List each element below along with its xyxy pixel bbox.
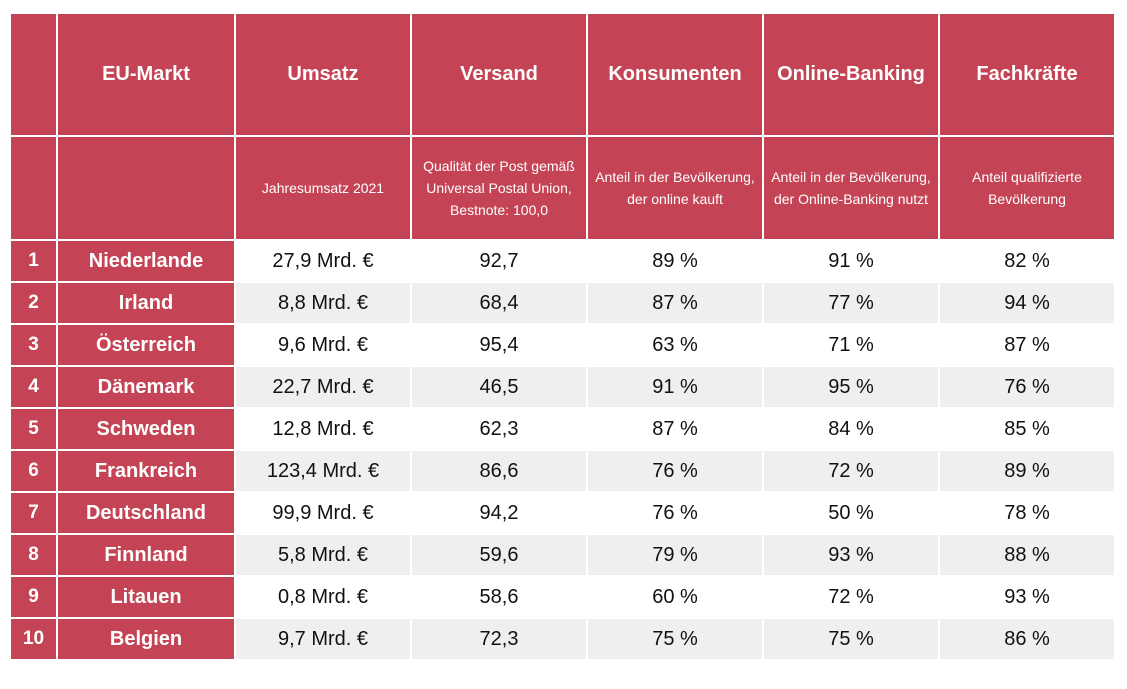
- consumers-cell: 87 %: [588, 283, 762, 323]
- country-cell: Schweden: [58, 409, 234, 449]
- consumers-cell: 89 %: [588, 241, 762, 281]
- revenue-cell: 5,8 Mrd. €: [236, 535, 410, 575]
- header-skilled-workers: Fachkräfte: [940, 14, 1114, 135]
- revenue-cell: 22,7 Mrd. €: [236, 367, 410, 407]
- header-revenue: Umsatz: [236, 14, 410, 135]
- revenue-cell: 123,4 Mrd. €: [236, 451, 410, 491]
- subheader-skilled-workers: Anteil qualifizierte Bevölkerung: [940, 137, 1114, 239]
- header-consumers: Konsumenten: [588, 14, 762, 135]
- skilled-workers-cell: 76 %: [940, 367, 1114, 407]
- table-row: 8 Finnland 5,8 Mrd. €59,6 79 % 93 % 88 %: [11, 535, 1114, 575]
- country-cell: Litauen: [58, 577, 234, 617]
- online-banking-cell: 72 %: [764, 451, 938, 491]
- table-row: 9 Litauen 0,8 Mrd. €58,6 60 % 72 % 93 %: [11, 577, 1114, 617]
- country-cell: Frankreich: [58, 451, 234, 491]
- revenue-cell: 27,9 Mrd. €: [236, 241, 410, 281]
- consumers-cell: 91 %: [588, 367, 762, 407]
- consumers-cell: 75 %: [588, 619, 762, 659]
- revenue-cell: 9,7 Mrd. €: [236, 619, 410, 659]
- skilled-workers-cell: 88 %: [940, 535, 1114, 575]
- country-cell: Österreich: [58, 325, 234, 365]
- online-banking-cell: 71 %: [764, 325, 938, 365]
- header-row: EU-Markt Umsatz Versand Konsumenten Onli…: [11, 14, 1114, 135]
- country-cell: Finnland: [58, 535, 234, 575]
- header-rank: [11, 14, 56, 135]
- shipping-cell: 72,3: [412, 619, 586, 659]
- revenue-cell: 12,8 Mrd. €: [236, 409, 410, 449]
- online-banking-cell: 84 %: [764, 409, 938, 449]
- skilled-workers-cell: 94 %: [940, 283, 1114, 323]
- shipping-cell: 58,6: [412, 577, 586, 617]
- header-market: EU-Markt: [58, 14, 234, 135]
- header-shipping: Versand: [412, 14, 586, 135]
- skilled-workers-cell: 78 %: [940, 493, 1114, 533]
- revenue-cell: 9,6 Mrd. €: [236, 325, 410, 365]
- revenue-cell: 8,8 Mrd. €: [236, 283, 410, 323]
- table-row: 6 Frankreich 123,4 Mrd. €86,6 76 % 72 % 89 %: [11, 451, 1114, 491]
- table-row: 1 Niederlande 27,9 Mrd. €92,7 89 % 91 % 82 %: [11, 241, 1114, 281]
- consumers-cell: 63 %: [588, 325, 762, 365]
- online-banking-cell: 75 %: [764, 619, 938, 659]
- country-cell: Deutschland: [58, 493, 234, 533]
- revenue-cell: 0,8 Mrd. €: [236, 577, 410, 617]
- shipping-cell: 94,2: [412, 493, 586, 533]
- eu-market-ranking-table: EU-Markt Umsatz Versand Konsumenten Onli…: [9, 12, 1116, 661]
- rank-cell: 4: [11, 367, 56, 407]
- rank-cell: 3: [11, 325, 56, 365]
- rank-cell: 9: [11, 577, 56, 617]
- rank-cell: 5: [11, 409, 56, 449]
- shipping-cell: 92,7: [412, 241, 586, 281]
- rank-cell: 10: [11, 619, 56, 659]
- country-cell: Belgien: [58, 619, 234, 659]
- shipping-cell: 59,6: [412, 535, 586, 575]
- rank-cell: 7: [11, 493, 56, 533]
- consumers-cell: 76 %: [588, 493, 762, 533]
- rank-cell: 2: [11, 283, 56, 323]
- subheader-rank: [11, 137, 56, 239]
- shipping-cell: 46,5: [412, 367, 586, 407]
- shipping-cell: 95,4: [412, 325, 586, 365]
- skilled-workers-cell: 82 %: [940, 241, 1114, 281]
- country-cell: Niederlande: [58, 241, 234, 281]
- table-row: 10 Belgien 9,7 Mrd. €72,3 75 % 75 % 86 %: [11, 619, 1114, 659]
- online-banking-cell: 77 %: [764, 283, 938, 323]
- online-banking-cell: 95 %: [764, 367, 938, 407]
- header-online-banking: Online-Banking: [764, 14, 938, 135]
- skilled-workers-cell: 93 %: [940, 577, 1114, 617]
- rank-cell: 8: [11, 535, 56, 575]
- table-row: 4 Dänemark 22,7 Mrd. €46,5 91 % 95 % 76 %: [11, 367, 1114, 407]
- shipping-cell: 68,4: [412, 283, 586, 323]
- table-row: 5 Schweden 12,8 Mrd. €62,3 87 % 84 % 85 %: [11, 409, 1114, 449]
- shipping-cell: 62,3: [412, 409, 586, 449]
- table-row: 3 Österreich 9,6 Mrd. €95,4 63 % 71 % 87 %: [11, 325, 1114, 365]
- country-cell: Irland: [58, 283, 234, 323]
- table-row: 2 Irland 8,8 Mrd. €68,4 87 % 77 % 94 %: [11, 283, 1114, 323]
- subheader-row: Jahresumsatz 2021 Qualität der Post gemä…: [11, 137, 1114, 239]
- subheader-shipping: Qualität der Post gemäß Universal Postal…: [412, 137, 586, 239]
- subheader-revenue: Jahresumsatz 2021: [236, 137, 410, 239]
- online-banking-cell: 93 %: [764, 535, 938, 575]
- consumers-cell: 60 %: [588, 577, 762, 617]
- subheader-market: [58, 137, 234, 239]
- country-cell: Dänemark: [58, 367, 234, 407]
- rank-cell: 6: [11, 451, 56, 491]
- skilled-workers-cell: 86 %: [940, 619, 1114, 659]
- shipping-cell: 86,6: [412, 451, 586, 491]
- consumers-cell: 76 %: [588, 451, 762, 491]
- online-banking-cell: 91 %: [764, 241, 938, 281]
- rank-cell: 1: [11, 241, 56, 281]
- table-row: 7 Deutschland 99,9 Mrd. €94,2 76 % 50 % 78 %: [11, 493, 1114, 533]
- skilled-workers-cell: 89 %: [940, 451, 1114, 491]
- consumers-cell: 79 %: [588, 535, 762, 575]
- skilled-workers-cell: 87 %: [940, 325, 1114, 365]
- subheader-online-banking: Anteil in der Bevölkerung, der Online-Ba…: [764, 137, 938, 239]
- online-banking-cell: 50 %: [764, 493, 938, 533]
- consumers-cell: 87 %: [588, 409, 762, 449]
- skilled-workers-cell: 85 %: [940, 409, 1114, 449]
- revenue-cell: 99,9 Mrd. €: [236, 493, 410, 533]
- subheader-consumers: Anteil in der Bevölkerung, der online ka…: [588, 137, 762, 239]
- online-banking-cell: 72 %: [764, 577, 938, 617]
